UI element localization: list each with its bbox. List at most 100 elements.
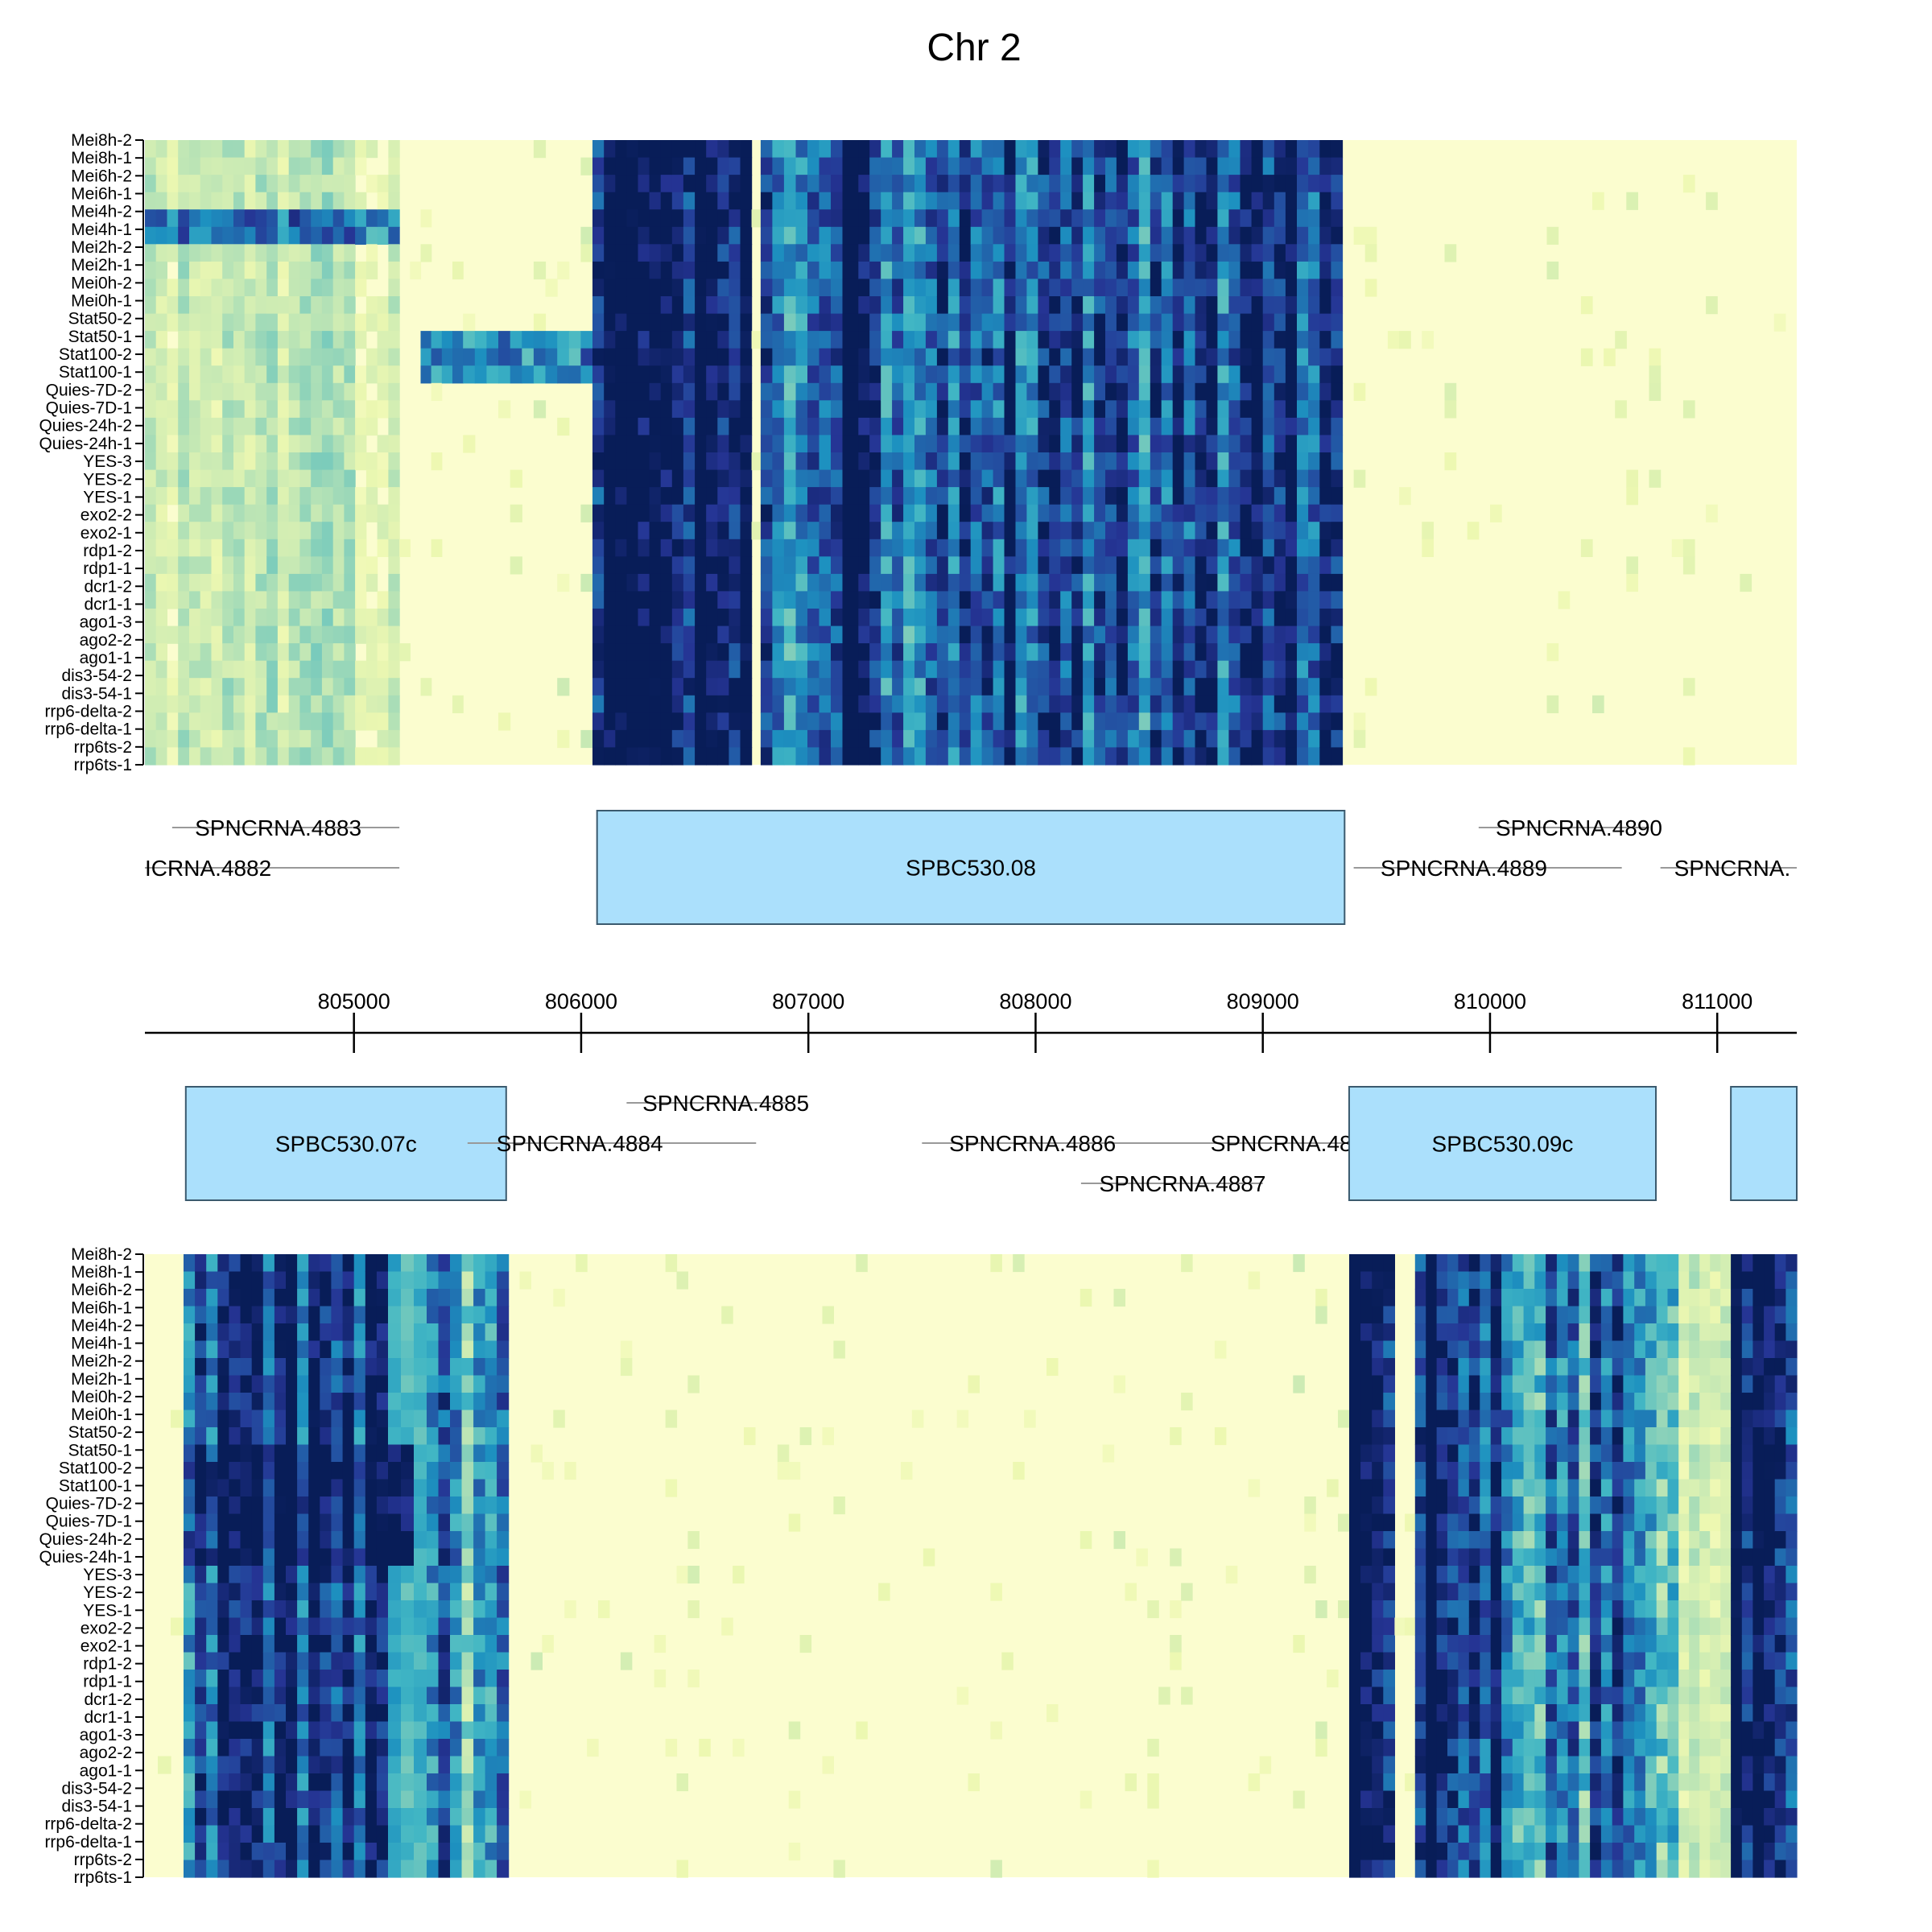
top-cell [355,747,367,766]
top-cell [1319,643,1331,662]
bottom-cell [353,1340,366,1359]
bottom-cell [1383,1825,1395,1843]
top-cell [1083,157,1095,175]
top-cell [277,313,290,332]
bottom-cell [788,1721,801,1740]
top-cell [783,522,796,540]
bottom-cell [485,1323,497,1342]
top-cell [1319,365,1331,384]
top-cell [831,643,844,662]
bottom-cell [473,1566,486,1584]
top-cell [1049,331,1061,349]
top-cell [1183,348,1196,366]
top-cell [1138,226,1151,245]
top-cell [1183,747,1196,766]
bottom-cell [229,1635,242,1653]
top-cell [807,365,820,384]
top-cell [807,261,820,280]
top-cell [355,504,367,522]
top-cell [783,695,796,713]
bottom-cell [262,1496,275,1515]
top-cell [729,157,741,175]
bottom-cell [217,1773,229,1792]
top-cell [1217,331,1229,349]
top-cell [914,556,927,575]
top-cell [1308,244,1320,262]
bottom-cell [1338,1410,1350,1428]
top-cell [626,487,639,506]
top-cell [233,296,246,315]
top-cell [914,522,927,540]
top-cell [993,382,1005,401]
bottom-cell [184,1670,196,1688]
top-cell [288,296,300,315]
top-cell [1274,279,1286,297]
bottom-cell [744,1427,756,1446]
bottom-cell [342,1843,355,1861]
top-cell [1251,365,1264,384]
top-cell [1094,279,1106,297]
top-cell [178,400,190,419]
top-cell [947,175,960,193]
bottom-cell [1436,1808,1448,1827]
top-cell [557,729,570,749]
top-cell [277,192,290,210]
top-cell [1422,331,1434,349]
top-cell [1015,209,1027,228]
top-cell [1004,365,1016,384]
bottom-cell [365,1271,378,1290]
top-cell [1127,660,1140,679]
bottom-cell [473,1340,486,1359]
bottom-cell [450,1843,463,1861]
top-cell [914,625,927,644]
bottom-cell [1113,1375,1125,1393]
top-cell [1094,712,1106,731]
top-cell [717,140,729,159]
bottom-cell [331,1566,344,1584]
bottom-cell [461,1306,474,1324]
bottom-cell [461,1825,474,1843]
top-cell [993,729,1005,749]
top-cell [604,296,616,315]
bottom-cell [251,1271,264,1290]
top-cell [1116,522,1129,540]
top-cell [155,365,167,384]
bottom-cell [262,1548,275,1567]
top-cell [1116,539,1129,557]
top-cell [145,244,157,262]
top-cell [1195,435,1207,453]
top-cell [1138,175,1151,193]
bottom-cell [497,1860,510,1878]
bottom-cell [968,1375,980,1393]
bottom-cell [365,1843,378,1861]
bottom-cell [1360,1600,1373,1619]
top-cell [592,382,605,401]
bottom-cell [353,1670,366,1688]
top-cell [970,417,983,436]
bottom-cell [1436,1670,1448,1688]
top-cell [671,504,684,522]
bottom-cell [473,1704,486,1723]
top-cell [277,279,290,297]
top-row-label: rdp1-1 [83,559,132,578]
top-cell [332,192,345,210]
top-cell [1262,729,1275,749]
top-cell [463,348,476,366]
bottom-cell [365,1808,378,1827]
top-cell [903,175,915,193]
top-cell [1116,573,1129,592]
top-cell [155,348,167,366]
top-cell [706,747,718,766]
plus-gene-box [596,810,1346,925]
top-cell [615,296,627,315]
bottom-cell [1468,1462,1480,1480]
top-cell [795,400,808,419]
top-row-label: dcr1-2 [84,577,132,596]
top-cell [1353,382,1366,401]
top-cell [706,729,718,749]
minus-gene-box [1348,1086,1657,1201]
top-cell [869,279,881,297]
top-cell [959,279,972,297]
top-cell [695,556,707,575]
bottom-cell [184,1739,196,1757]
